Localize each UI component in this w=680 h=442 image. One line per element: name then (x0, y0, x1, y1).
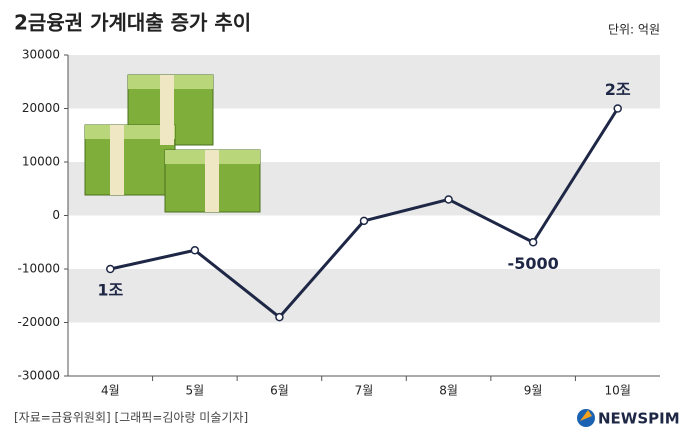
value-label: -5000 (508, 254, 559, 273)
y-tick-label: 20000 (22, 101, 60, 115)
point (359, 216, 369, 226)
y-tick-label: 10000 (22, 155, 60, 169)
x-tick-label: 5월 (186, 384, 205, 398)
unit-label: 단위: 억원 (608, 23, 660, 37)
chart-title: 2금융권 가계대출 증가 추이 (14, 11, 251, 35)
point (528, 238, 538, 247)
money-band (160, 75, 174, 145)
y-tick-label: 0 (52, 208, 60, 222)
x-tick-label: 7월 (355, 384, 374, 398)
point (613, 104, 622, 113)
logo-icon-accent (580, 410, 592, 421)
source: [자료=금융위원회] [그래픽=김아랑 미술기자] (14, 411, 248, 425)
x-tick-label: 8월 (439, 384, 458, 398)
grid-band (68, 269, 660, 323)
money-band (110, 125, 124, 195)
point (190, 246, 200, 255)
logo: NEWSPIM (598, 410, 680, 428)
x-tick-label: 9월 (524, 384, 543, 398)
x-tick-label: 6월 (270, 384, 289, 398)
money-top (85, 125, 175, 139)
x-tick-label: 4월 (101, 384, 120, 398)
point (275, 312, 284, 322)
value-label: 2조 (605, 80, 631, 99)
point (444, 195, 453, 204)
money-illustration (84, 74, 261, 213)
y-tick-label: -20000 (17, 315, 60, 329)
x-tick-label: 10월 (605, 384, 631, 398)
money-band (205, 150, 219, 212)
y-tick-label: -30000 (17, 369, 60, 383)
y-tick-label: 30000 (22, 48, 60, 62)
value-label: 1조 (97, 281, 123, 300)
y-tick-label: -10000 (17, 262, 60, 276)
point (106, 264, 115, 274)
